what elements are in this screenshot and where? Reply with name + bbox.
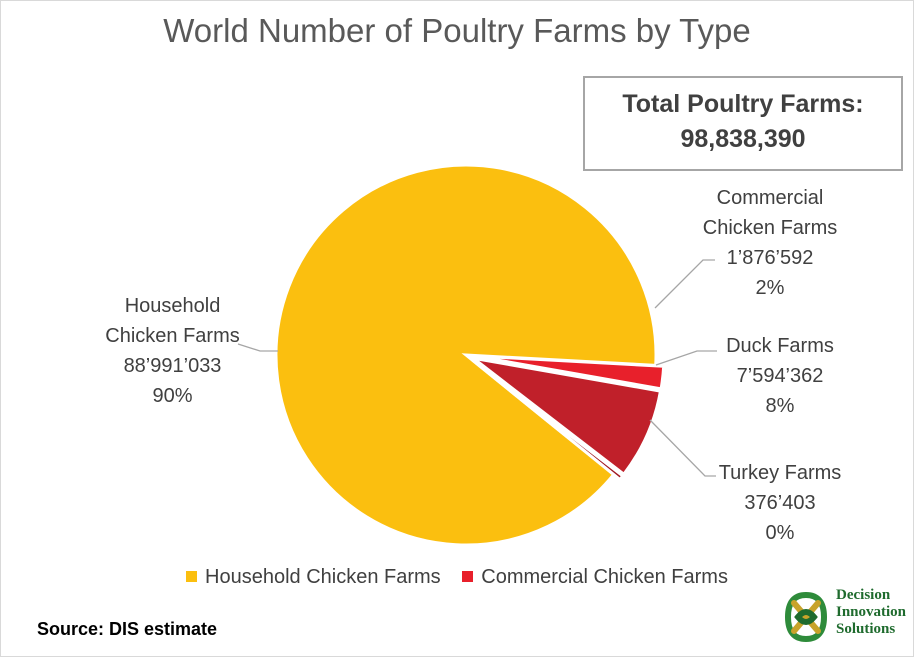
dis-logo: Decision Innovation Solutions [778, 587, 914, 657]
data-label-commercial: Commercial Chicken Farms 1’876’592 2% [685, 183, 855, 303]
data-label-household-name1: Household [124, 295, 221, 317]
dis-logo-line2: Innovation [836, 604, 907, 620]
data-label-turkey-percent: 0% [765, 522, 795, 544]
data-label-household-name2: Chicken Farms [105, 325, 240, 347]
dis-logo-line3: Solutions [836, 621, 896, 637]
data-label-turkey-value: 376’403 [744, 492, 816, 514]
data-label-household: Household Chicken Farms 88’991’033 90% [80, 291, 265, 411]
data-label-commercial-name1: Commercial [716, 187, 824, 209]
data-label-household-percent: 90% [152, 385, 193, 407]
dis-logo-wordmark: Decision Innovation Solutions [836, 587, 906, 638]
legend-label-commercial: Commercial Chicken Farms [481, 566, 728, 588]
data-label-turkey: Turkey Farms 376’403 0% [705, 458, 855, 548]
legend-item-household: Household Chicken Farms [186, 566, 441, 589]
dis-knot-logo-icon [784, 591, 828, 643]
data-label-commercial-value: 1’876’592 [726, 247, 814, 269]
legend-swatch-commercial [462, 571, 474, 582]
chart-legend: Household Chicken Farms Commercial Chick… [0, 566, 914, 589]
data-label-commercial-name2: Chicken Farms [702, 217, 838, 239]
total-farms-box: Total Poultry Farms: 98,838,390 [583, 76, 903, 171]
total-farms-label: Total Poultry Farms: [622, 90, 864, 118]
data-label-duck-percent: 8% [765, 395, 795, 417]
data-label-commercial-percent: 2% [755, 277, 785, 299]
data-label-turkey-name: Turkey Farms [718, 462, 842, 484]
dis-logo-line1: Decision [836, 587, 891, 603]
legend-label-household: Household Chicken Farms [205, 566, 441, 588]
legend-item-commercial: Commercial Chicken Farms [462, 566, 728, 589]
source-note: Source: DIS estimate [37, 619, 218, 639]
data-label-duck-name: Duck Farms [726, 335, 834, 357]
data-label-duck-value: 7’594’362 [736, 365, 824, 387]
data-label-household-value: 88’991’033 [123, 355, 222, 377]
chart-title: World Number of Poultry Farms by Type [163, 12, 751, 49]
data-label-duck: Duck Farms 7’594’362 8% [705, 331, 855, 421]
legend-swatch-household [186, 571, 198, 582]
total-farms-value: 98,838,390 [680, 125, 806, 153]
